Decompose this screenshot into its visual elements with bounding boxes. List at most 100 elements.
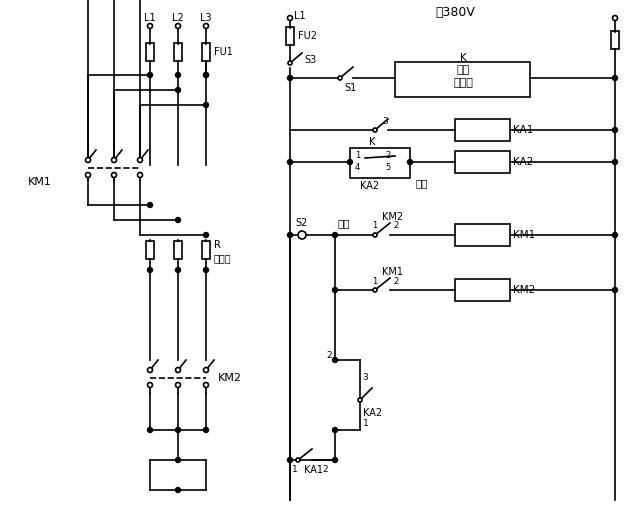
Circle shape	[175, 383, 180, 387]
Text: KA1: KA1	[513, 125, 533, 135]
Text: 3: 3	[362, 373, 368, 383]
Circle shape	[287, 160, 292, 165]
Text: L3: L3	[200, 13, 212, 23]
Circle shape	[348, 160, 353, 165]
Circle shape	[333, 427, 337, 432]
Circle shape	[175, 24, 180, 29]
Circle shape	[138, 172, 143, 177]
Text: 自动: 自动	[415, 178, 428, 188]
Circle shape	[358, 398, 362, 402]
Circle shape	[296, 458, 300, 462]
Bar	[146, 43, 154, 61]
Text: KA2: KA2	[360, 181, 379, 191]
Circle shape	[287, 75, 292, 81]
Circle shape	[147, 383, 152, 387]
Circle shape	[138, 157, 143, 163]
Circle shape	[204, 72, 209, 77]
Text: FU1: FU1	[214, 47, 233, 57]
Text: 2: 2	[385, 151, 390, 161]
Text: K: K	[369, 137, 375, 147]
Circle shape	[175, 487, 180, 492]
Bar	[455, 279, 510, 301]
Text: KM1: KM1	[382, 267, 403, 277]
Circle shape	[612, 287, 618, 292]
Text: 1: 1	[355, 151, 360, 161]
Bar	[455, 224, 510, 246]
Text: L1: L1	[144, 13, 156, 23]
Circle shape	[338, 76, 342, 80]
Bar	[350, 148, 410, 178]
Text: L2: L2	[172, 13, 184, 23]
Bar	[395, 62, 530, 97]
Circle shape	[288, 61, 292, 65]
Text: KM1: KM1	[513, 230, 535, 240]
Circle shape	[175, 367, 180, 372]
Circle shape	[147, 267, 152, 272]
Text: KA2: KA2	[363, 408, 382, 418]
Text: 2: 2	[322, 465, 328, 475]
Circle shape	[298, 231, 306, 239]
Text: KM2: KM2	[513, 285, 535, 295]
Bar	[455, 119, 510, 141]
Circle shape	[175, 458, 180, 463]
Circle shape	[111, 172, 116, 177]
Circle shape	[204, 367, 209, 372]
Circle shape	[373, 288, 377, 292]
Bar	[202, 43, 210, 61]
Text: 手动: 手动	[338, 218, 351, 228]
Bar	[174, 241, 182, 259]
Circle shape	[204, 427, 209, 432]
Circle shape	[175, 427, 180, 432]
Circle shape	[287, 15, 292, 21]
Circle shape	[204, 72, 209, 77]
Text: S2: S2	[295, 218, 307, 228]
Bar	[611, 31, 619, 49]
Bar	[174, 43, 182, 61]
Circle shape	[86, 172, 90, 177]
Circle shape	[86, 157, 90, 163]
Circle shape	[373, 128, 377, 132]
Text: 1: 1	[292, 465, 298, 475]
Circle shape	[147, 367, 152, 372]
Text: R: R	[214, 240, 221, 250]
Text: ～380V: ～380V	[435, 7, 475, 19]
Text: 1: 1	[372, 277, 377, 286]
Bar	[202, 241, 210, 259]
Circle shape	[287, 232, 292, 238]
Circle shape	[373, 233, 377, 237]
Text: KA1: KA1	[304, 465, 323, 475]
Circle shape	[612, 128, 618, 132]
Text: S3: S3	[304, 55, 316, 65]
Circle shape	[175, 72, 180, 77]
Circle shape	[333, 232, 337, 238]
Circle shape	[147, 24, 152, 29]
Circle shape	[204, 103, 209, 108]
Circle shape	[333, 358, 337, 363]
Text: 1: 1	[363, 420, 369, 428]
Text: 5: 5	[385, 164, 390, 172]
Text: S1: S1	[344, 83, 356, 93]
Text: 调节仪: 调节仪	[453, 78, 473, 88]
Circle shape	[333, 458, 337, 463]
Text: 温度: 温度	[456, 65, 470, 75]
Circle shape	[408, 160, 413, 165]
Circle shape	[204, 232, 209, 238]
Circle shape	[287, 458, 292, 463]
Circle shape	[147, 72, 152, 77]
Bar	[146, 241, 154, 259]
Text: KA2: KA2	[513, 157, 533, 167]
Circle shape	[612, 160, 618, 165]
Text: FU2: FU2	[298, 31, 317, 41]
Text: KM1: KM1	[28, 177, 52, 187]
Text: 电热器: 电热器	[214, 253, 232, 263]
Circle shape	[612, 232, 618, 238]
Circle shape	[175, 88, 180, 92]
Text: 4: 4	[355, 164, 360, 172]
Text: L1: L1	[294, 11, 306, 21]
Text: 2: 2	[393, 222, 398, 230]
Bar	[455, 151, 510, 173]
Text: 2: 2	[393, 277, 398, 286]
Circle shape	[175, 218, 180, 223]
Circle shape	[204, 383, 209, 387]
Circle shape	[175, 267, 180, 272]
